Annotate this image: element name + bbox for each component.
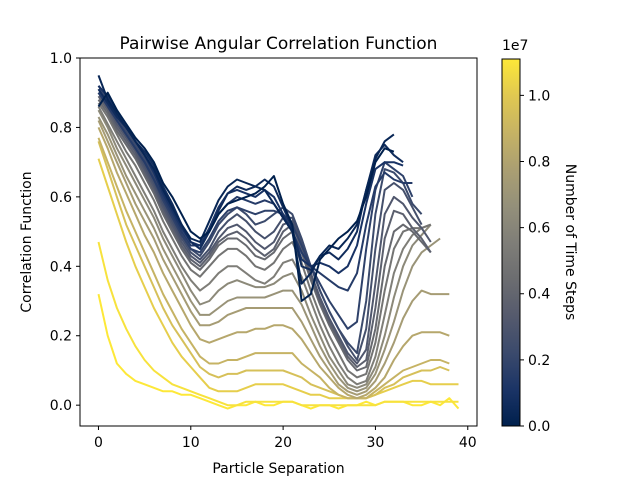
colorbar-tick-label-1: 0.2	[528, 353, 550, 369]
chart-title: Pairwise Angular Correlation Function	[120, 34, 438, 54]
series-line-0	[97, 91, 395, 302]
series-line-18	[97, 140, 450, 400]
series-line-15	[97, 120, 450, 396]
series-line-11	[97, 102, 432, 379]
colorbar-gradient	[501, 58, 521, 427]
colorbar-title: Number of Time Steps	[562, 164, 578, 321]
series-line-19	[97, 158, 459, 400]
x-tick-label-1: 10	[182, 435, 200, 451]
series-layer	[97, 75, 460, 410]
plot-frame	[79, 57, 478, 427]
series-line-10	[97, 99, 432, 372]
series-line-20	[97, 241, 459, 407]
colorbar-offset-label: 1e7	[502, 38, 528, 54]
colorbar-tick-label-2: 0.4	[528, 287, 550, 303]
series-line-21	[97, 293, 460, 410]
y-tick-label-5: 1.0	[50, 51, 72, 67]
y-axis-title: Correlation Function	[19, 171, 35, 312]
series-line-17	[97, 137, 450, 400]
x-tick-label-2: 20	[274, 435, 292, 451]
series-line-6	[97, 85, 423, 355]
series-line-4	[97, 92, 413, 292]
y-tick-label-4: 0.8	[50, 120, 72, 136]
series-line-14	[97, 116, 441, 393]
y-tick-label-2: 0.4	[50, 259, 72, 275]
series-line-2	[97, 88, 404, 271]
series-line-16	[97, 126, 450, 400]
y-tick-label-0: 0.0	[50, 398, 72, 414]
colorbar-ticks: 0.0 0.2 0.4 0.6 0.8 1.0	[520, 88, 550, 435]
colorbar-tick-label-3: 0.6	[528, 221, 550, 237]
x-tick-label-0: 0	[94, 435, 103, 451]
series-line-9	[97, 95, 432, 368]
series-line-7	[97, 88, 423, 361]
x-tick-label-4: 40	[459, 435, 477, 451]
colorbar-tick-label-0: 0.0	[528, 419, 550, 435]
series-line-13	[97, 109, 432, 389]
x-axis: 0 10 20 30 40	[94, 426, 477, 451]
x-tick-label-3: 30	[367, 435, 385, 451]
series-line-1	[97, 75, 395, 285]
y-tick-label-3: 0.6	[50, 190, 72, 206]
y-axis: 0.0 0.2 0.4 0.6 0.8 1.0	[50, 51, 80, 414]
colorbar-tick-label-4: 0.8	[528, 154, 550, 170]
colorbar-tick-label-5: 1.0	[528, 88, 550, 104]
x-axis-title: Particle Separation	[212, 461, 344, 477]
colorbar: 0.0 0.2 0.4 0.6 0.8 1.0 1e7 Number of Time St…	[501, 38, 578, 435]
series-line-8	[97, 92, 432, 365]
series-line-12	[97, 106, 432, 386]
y-tick-label-1: 0.2	[50, 329, 72, 345]
